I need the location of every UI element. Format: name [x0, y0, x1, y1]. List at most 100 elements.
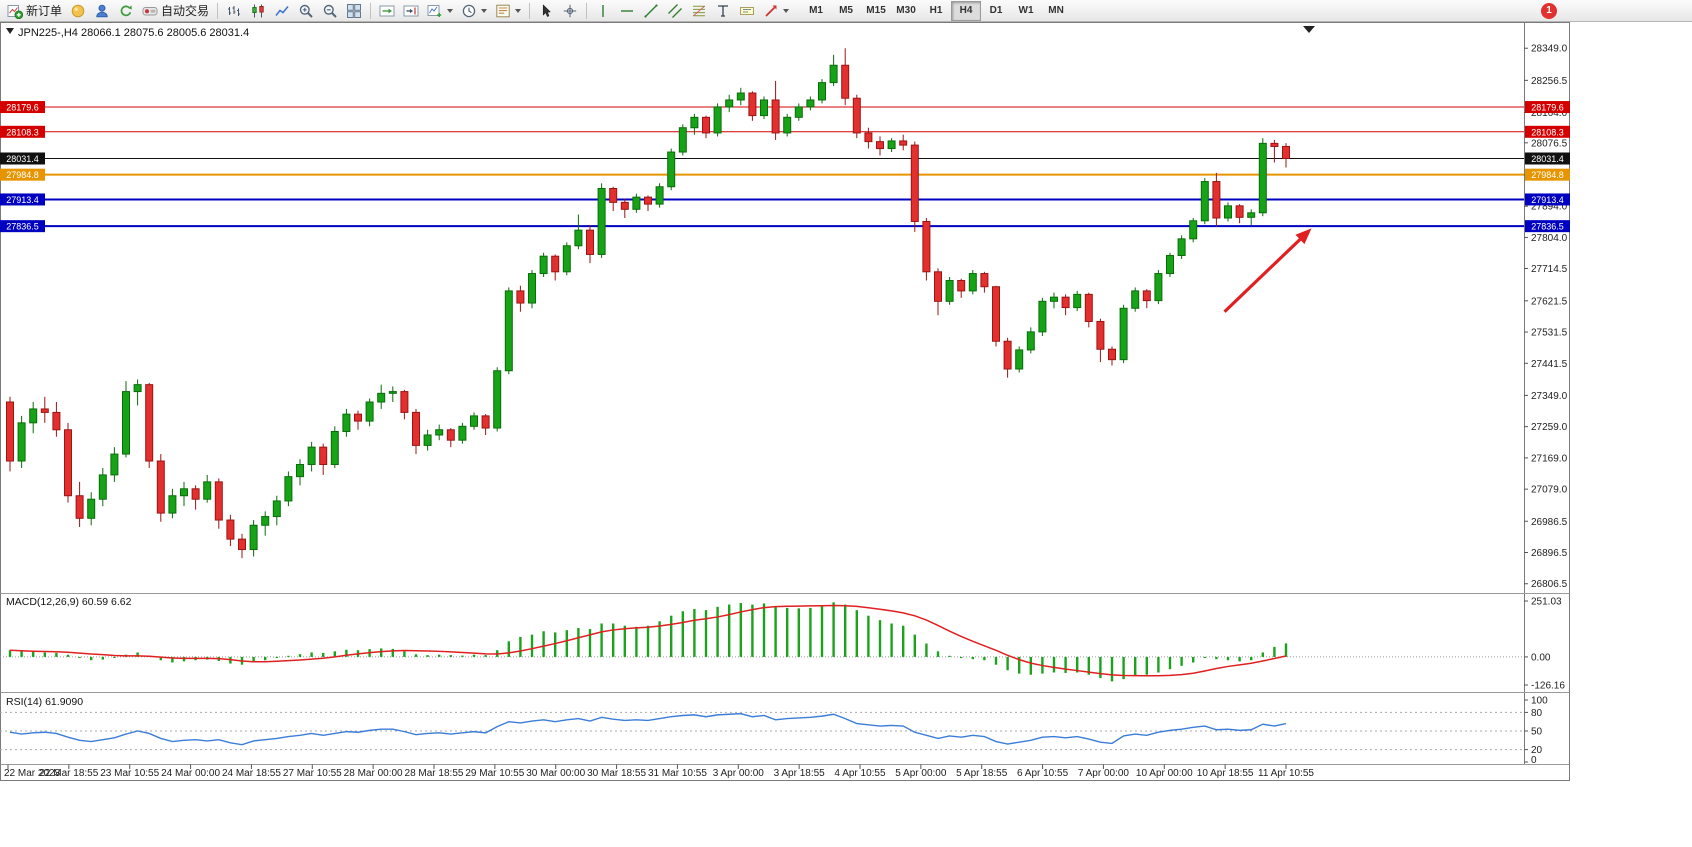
- price-line-label[interactable]: 27984.8: [6, 170, 39, 180]
- price-line-label[interactable]: 28179.6: [1531, 103, 1564, 113]
- toolbar-separator: [370, 2, 372, 19]
- timeframe-m5[interactable]: M5: [839, 4, 853, 16]
- price-line-label[interactable]: 27913.4: [6, 195, 39, 205]
- candle: [1166, 252, 1174, 278]
- vertical-line-button[interactable]: [591, 0, 615, 22]
- price-line-label[interactable]: 28108.3: [1531, 127, 1564, 137]
- crosshair-icon: [563, 4, 577, 17]
- price-line-label[interactable]: 28179.6: [6, 103, 39, 113]
- price-line-label[interactable]: 28031.4: [6, 154, 39, 164]
- chart-shift-button[interactable]: [399, 0, 423, 22]
- candle: [528, 270, 536, 309]
- candle: [968, 270, 977, 295]
- price-axis[interactable]: 28349.028256.528164.028076.527984.027894…: [1524, 44, 1568, 766]
- time-tick-label: 30 Mar 18:55: [587, 768, 646, 779]
- timeframe-m15[interactable]: M15: [866, 4, 886, 16]
- line-chart-button[interactable]: [270, 0, 294, 22]
- time-tick-label: 4 Apr 10:55: [834, 768, 886, 779]
- trend-arrow-annotation[interactable]: [1223, 228, 1312, 313]
- candle: [1177, 235, 1186, 259]
- candle: [110, 447, 119, 482]
- cursor-button[interactable]: [534, 0, 558, 22]
- price-line-label[interactable]: 28031.4: [1531, 154, 1564, 164]
- zoom-in-button[interactable]: [294, 0, 318, 22]
- text-icon: [718, 4, 729, 17]
- tile-windows-icon: [347, 3, 362, 18]
- price-line-label[interactable]: 27913.4: [1531, 195, 1564, 205]
- price-tick-label: 27349.0: [1531, 391, 1568, 402]
- new-chart-button[interactable]: [423, 0, 457, 22]
- timeframe-w1[interactable]: W1: [1018, 4, 1034, 16]
- candle: [713, 103, 722, 137]
- candlestick-button[interactable]: [246, 0, 270, 22]
- candle: [1061, 294, 1070, 316]
- autotrading-button[interactable]: 自动交易: [138, 0, 213, 22]
- notification-badge[interactable]: 1: [1541, 2, 1557, 19]
- time-tick-label: 7 Apr 00:00: [1078, 768, 1130, 779]
- price-line-label[interactable]: 28108.3: [6, 127, 39, 137]
- channel-icon: [668, 3, 682, 18]
- trendline-button[interactable]: [639, 0, 663, 22]
- candle: [667, 148, 676, 191]
- candle: [806, 96, 815, 111]
- text-button[interactable]: [711, 0, 735, 22]
- candle: [388, 386, 397, 403]
- candle: [678, 124, 687, 156]
- candle: [655, 183, 664, 208]
- price-line-labels[interactable]: 28179.6 28179.6 28108.3 28108.3 28031.4 28031…: [0, 101, 1570, 233]
- candle: [725, 94, 734, 113]
- price-line-label[interactable]: 27836.5: [6, 222, 39, 232]
- timeframe-mn[interactable]: MN: [1048, 4, 1064, 16]
- timeframe-d1[interactable]: D1: [989, 4, 1003, 16]
- arrows-button[interactable]: [759, 0, 793, 22]
- periods-button[interactable]: [457, 0, 491, 22]
- candle: [586, 224, 594, 264]
- rsi-panel: [0, 711, 1524, 751]
- candle: [992, 285, 1000, 347]
- candle: [6, 396, 14, 472]
- candle: [365, 398, 374, 427]
- price-line-label[interactable]: 27984.8: [1531, 170, 1564, 180]
- refresh-button[interactable]: [114, 0, 138, 22]
- autoscroll-button[interactable]: [375, 0, 399, 22]
- timeframe-m30[interactable]: M30: [896, 4, 916, 16]
- toolbar-buttons: 新订单 自动交易: [3, 0, 793, 22]
- time-tick-label: 22 Mar 2023: [4, 768, 61, 779]
- label-button[interactable]: [735, 0, 759, 22]
- horizontal-lines[interactable]: [0, 106, 1524, 228]
- candle: [214, 478, 223, 529]
- label-icon: [740, 6, 755, 15]
- channel-button[interactable]: [663, 0, 687, 22]
- templates-button[interactable]: [491, 0, 525, 22]
- tile-windows-button[interactable]: [342, 0, 366, 22]
- timeframe-m1[interactable]: M1: [809, 4, 823, 16]
- bar-chart-button[interactable]: [222, 0, 246, 22]
- chart-shift-marker-icon[interactable]: [1303, 26, 1315, 33]
- candle: [1073, 290, 1082, 312]
- macd-panel: [0, 602, 1524, 682]
- chart-canvas[interactable]: 28349.028256.528164.028076.527984.027894…: [0, 22, 1692, 847]
- candle: [133, 379, 142, 406]
- candle: [1200, 178, 1209, 225]
- new-order-button[interactable]: 新订单: [3, 0, 66, 22]
- candle: [1131, 287, 1140, 312]
- candle: [516, 285, 525, 312]
- fibonacci-button[interactable]: [687, 0, 711, 22]
- candle: [760, 96, 768, 120]
- market-button[interactable]: [66, 0, 90, 22]
- candle: [841, 48, 850, 106]
- candle: [1084, 292, 1093, 328]
- zoom-out-button[interactable]: [318, 0, 342, 22]
- timeframe-h1[interactable]: H1: [929, 4, 943, 16]
- candlestick-icon: [252, 4, 264, 17]
- candle: [1270, 139, 1279, 163]
- timeframe-h4[interactable]: H4: [951, 0, 982, 21]
- crosshair-button[interactable]: [558, 0, 582, 22]
- candle: [829, 54, 838, 87]
- price-line-label[interactable]: 27836.5: [1531, 222, 1564, 232]
- candle: [539, 252, 548, 278]
- horizontal-line-button[interactable]: [615, 0, 639, 22]
- candle: [980, 271, 989, 293]
- community-button[interactable]: [90, 0, 114, 22]
